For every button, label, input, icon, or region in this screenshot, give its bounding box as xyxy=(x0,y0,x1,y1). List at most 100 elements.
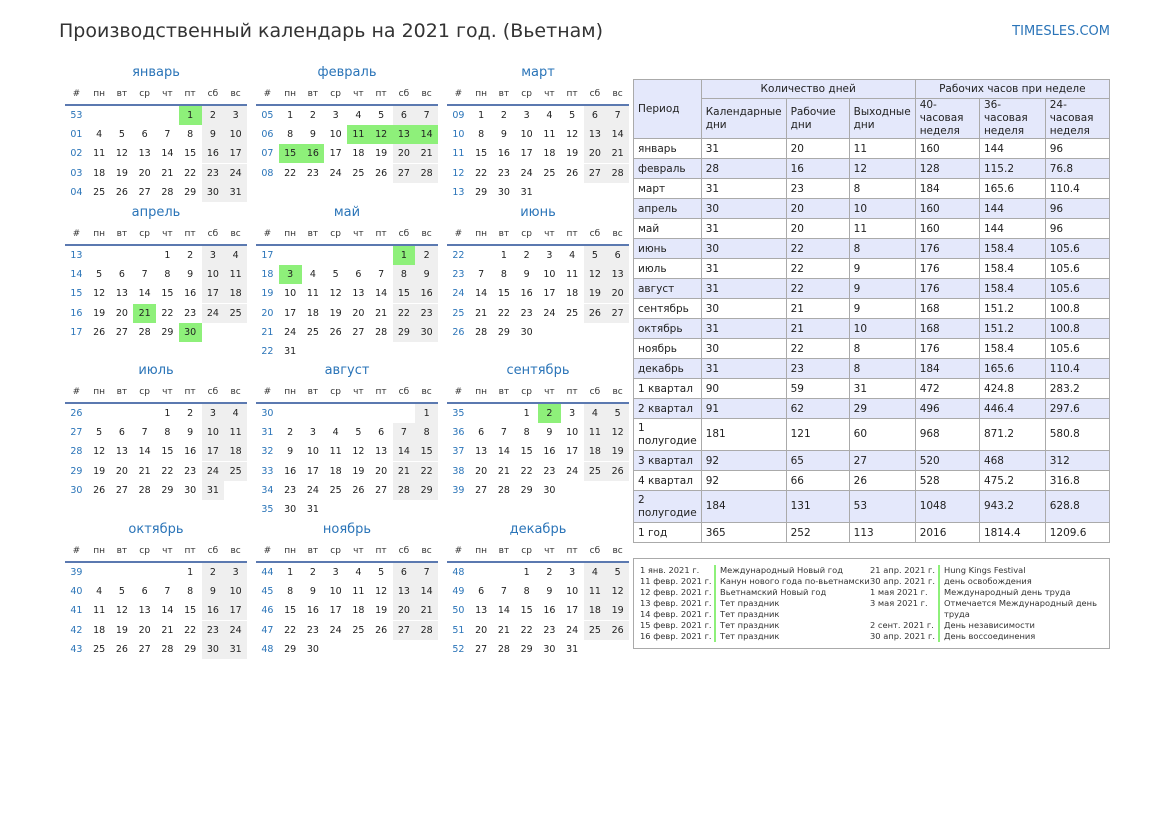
holiday-date: 14 февр. 2021 г. xyxy=(640,609,712,619)
day-cell: 22 xyxy=(184,624,197,636)
period-cell: 4 квартал xyxy=(633,470,702,491)
week-number: 50 xyxy=(452,605,465,617)
day-cell: 20 xyxy=(583,144,607,164)
day-cell: 10 xyxy=(224,582,247,602)
week-row: 22 1 2 3 4 5 6 xyxy=(447,246,629,266)
holiday-item: 13 февр. 2021 г. Тет праздник xyxy=(640,598,868,609)
month-name: апрель xyxy=(131,205,181,220)
day-cell: 18 xyxy=(583,442,607,462)
day-cell xyxy=(370,640,393,659)
day-cell: 4 xyxy=(355,110,362,122)
value-cell: 176 xyxy=(914,278,980,299)
period-cell: 1 полугодие xyxy=(633,418,702,451)
day-cell: 14 xyxy=(375,288,388,300)
day-cell: 6 xyxy=(606,246,629,266)
weekday-label: вс xyxy=(612,88,623,99)
day-cell: 6 xyxy=(392,106,416,126)
day-cell xyxy=(584,183,607,202)
day-cell: 13 xyxy=(138,148,151,160)
day-cell: 10 xyxy=(284,288,297,300)
value-cell: 100.8 xyxy=(1044,298,1111,319)
weekday-label: чт xyxy=(353,545,364,556)
week-number: 10 xyxy=(452,129,465,141)
day-cell: 18 xyxy=(329,465,342,477)
value-cell: 31 xyxy=(700,178,787,199)
day-cell: 29 xyxy=(520,643,533,655)
day-cell: 19 xyxy=(606,442,629,462)
week-number: 19 xyxy=(261,288,274,300)
weekday-label: ср xyxy=(521,545,532,556)
day-cell: 31 xyxy=(201,480,225,500)
period-header: Период xyxy=(633,79,702,139)
weekday-label: чт xyxy=(162,228,173,239)
week-row: 45 8 9 10 11 12 13 14 xyxy=(256,582,438,602)
month-5: июнь # пн вт ср чт пт сб вс 22 1 2 3 4 5 6 23 7 8 9 10 11 12 13… xyxy=(447,203,629,342)
week-row: 35 1 2 3 4 5 xyxy=(447,404,629,424)
day-cell: 28 xyxy=(415,163,438,183)
value-cell: 29 xyxy=(848,398,916,419)
day-cell: 27 xyxy=(375,484,388,496)
week-row: 08 22 23 24 25 26 27 28 xyxy=(256,163,438,183)
weekday-label: вт xyxy=(116,545,128,556)
week-number: 02 xyxy=(70,148,83,160)
day-cell: 10 xyxy=(566,427,579,439)
week-row: 15 12 13 14 15 16 17 18 xyxy=(65,284,247,304)
month-name: сентябрь xyxy=(506,363,570,378)
month-name: март xyxy=(521,65,555,80)
holiday-name: Hung Kings Festival xyxy=(938,565,1104,576)
week-row: 36 6 7 8 9 10 11 12 xyxy=(447,423,629,443)
holiday-name: Международный Новый год xyxy=(714,565,868,576)
weekday-label: вт xyxy=(307,386,319,397)
value-cell: 446.4 xyxy=(978,398,1046,419)
day-cell: 22 xyxy=(184,167,197,179)
value-cell: 115.2 xyxy=(978,158,1046,179)
day-cell: 4 xyxy=(224,404,247,424)
weekday-label: сб xyxy=(589,545,601,556)
table-row: январь 31 20 11 160 144 96 xyxy=(633,138,1111,159)
day-cell: 2 xyxy=(201,106,225,126)
day-cell: 12 xyxy=(566,129,579,141)
day-cell: 28 xyxy=(497,643,510,655)
day-cell: 19 xyxy=(375,148,388,160)
day-cell xyxy=(606,183,629,202)
day-cell: 6 xyxy=(478,586,485,598)
day-cell: 11 xyxy=(93,148,106,160)
day-cell: 10 xyxy=(306,446,319,458)
day-cell: 3 xyxy=(332,110,339,122)
day-cell: 7 xyxy=(500,427,507,439)
holiday-item: 12 февр. 2021 г. Вьетнамский Новый год xyxy=(640,587,868,598)
day-cell: 1 xyxy=(178,106,202,126)
day-cell: 4 xyxy=(583,404,607,424)
table-row: июль 31 22 9 176 158.4 105.6 xyxy=(633,258,1111,279)
day-cell: 26 xyxy=(93,326,106,338)
week-number: 22 xyxy=(261,346,274,358)
day-cell: 15 xyxy=(161,446,174,458)
day-cell: 8 xyxy=(287,129,294,141)
period-cell: август xyxy=(633,278,702,299)
day-cell: 7 xyxy=(392,423,416,443)
day-cell: 16 xyxy=(301,144,325,164)
week-number: 36 xyxy=(452,427,465,439)
weekday-label: ср xyxy=(330,545,341,556)
day-cell: 20 xyxy=(138,624,151,636)
day-cell xyxy=(224,481,247,500)
holiday-date: 1 мая 2021 г. xyxy=(870,587,928,597)
value-cell: 62 xyxy=(785,398,850,419)
weekday-label: чт xyxy=(353,228,364,239)
week-number: 13 xyxy=(70,250,83,262)
column-header: Выходные дни xyxy=(848,98,916,139)
weekday-label: # xyxy=(72,545,81,556)
value-cell: 10 xyxy=(848,198,916,219)
site-link[interactable]: TIMESLES.COM xyxy=(1012,24,1110,39)
day-cell: 6 xyxy=(583,106,607,126)
day-cell: 5 xyxy=(378,567,385,579)
day-cell: 21 xyxy=(415,144,438,164)
value-cell: 8 xyxy=(848,358,916,379)
value-cell: 283.2 xyxy=(1044,378,1111,399)
day-cell xyxy=(470,404,493,423)
day-cell: 10 xyxy=(520,129,533,141)
day-cell: 18 xyxy=(93,167,106,179)
day-cell: 30 xyxy=(201,639,225,659)
day-cell: 25 xyxy=(583,620,607,640)
value-cell: 92 xyxy=(700,450,787,471)
